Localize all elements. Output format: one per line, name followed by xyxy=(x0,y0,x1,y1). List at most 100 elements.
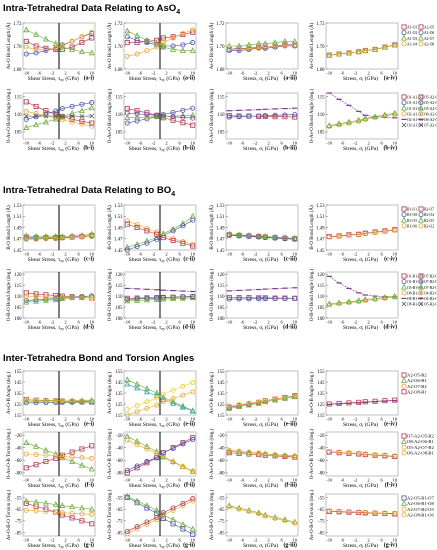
data-point xyxy=(23,51,29,57)
data-point xyxy=(52,115,59,122)
data-point xyxy=(246,508,252,514)
x-tick-label: 10 xyxy=(190,140,195,145)
data-point xyxy=(33,462,39,468)
x-tick-label: 10 xyxy=(392,319,397,324)
data-point xyxy=(346,50,352,56)
x-tick-label: 6 xyxy=(380,416,383,421)
panel-label: (a-i) xyxy=(84,75,94,82)
data-point xyxy=(226,447,232,453)
legend-marker xyxy=(418,94,424,100)
series-line xyxy=(229,114,295,118)
x-tick-label: -2 xyxy=(354,70,359,75)
legend-entry: O2-A1-O3 xyxy=(407,112,423,116)
data-point xyxy=(272,233,279,240)
data-point xyxy=(33,297,39,303)
y-tick-label: -65 xyxy=(116,508,123,513)
data-point xyxy=(143,443,150,449)
series-orange xyxy=(124,27,196,59)
legend-marker xyxy=(401,223,407,229)
y-tick-label: 145 xyxy=(115,381,123,386)
data-point xyxy=(124,218,130,224)
legend-entry: O1-A1-O4 xyxy=(407,107,423,111)
data-point xyxy=(226,42,233,49)
series-line xyxy=(329,510,395,514)
legend-marker xyxy=(418,34,424,41)
x-tick-label: 6 xyxy=(380,319,383,324)
legend-entry: O5-A2-O7-B2 xyxy=(407,445,434,450)
data-point xyxy=(355,297,362,303)
y-tick-label: 125 xyxy=(217,403,225,408)
panel-e-i: 155 145 135 125 115 -10 -6 -2 2 6 10 Shear Stress, … xyxy=(7,370,96,428)
x-tick-label: 10 xyxy=(89,477,94,482)
legend-entry: B2-O2 xyxy=(424,224,434,228)
y-axis-label: As-O-B-O Torsion (deg.) xyxy=(108,489,113,540)
data-point xyxy=(23,497,30,504)
data-point xyxy=(154,236,160,242)
plot-frame xyxy=(325,204,399,251)
legend-marker xyxy=(401,506,407,512)
data-point xyxy=(179,294,186,301)
data-point xyxy=(180,526,186,532)
data-point xyxy=(189,111,196,118)
data-point xyxy=(170,400,177,406)
data-point xyxy=(23,290,29,296)
y-tick-label: 115 xyxy=(217,284,225,289)
x-axis-label: Shear Stress, τxy (GPa) xyxy=(129,324,180,331)
panel-label: (g-iii) xyxy=(283,542,297,549)
data-point xyxy=(134,224,140,230)
data-point xyxy=(189,525,196,532)
series-line xyxy=(127,391,193,416)
data-point xyxy=(134,51,140,57)
data-point xyxy=(326,234,332,240)
data-point xyxy=(154,514,160,520)
series-purple xyxy=(226,287,298,292)
data-point xyxy=(336,508,342,514)
data-point xyxy=(69,503,76,510)
data-point xyxy=(23,465,29,471)
y-tick-label: 1.45 xyxy=(114,249,123,254)
data-point xyxy=(292,112,298,118)
legend-entry: A2-O7-B2-O5 xyxy=(407,507,434,512)
y-tick-label: 1.49 xyxy=(114,226,123,231)
data-point xyxy=(89,398,95,404)
data-point xyxy=(53,236,59,242)
legend-marker xyxy=(401,279,407,285)
x-tick-label: -6 xyxy=(138,70,143,75)
x-tick-label: -2 xyxy=(254,70,259,75)
legend-marker xyxy=(401,34,407,41)
data-point xyxy=(89,35,95,41)
data-point xyxy=(33,294,39,300)
data-point xyxy=(89,455,95,461)
data-point xyxy=(256,399,262,405)
x-tick-label: 10 xyxy=(292,416,297,421)
y-axis-label: As-O-B Angle (deg.) xyxy=(108,372,113,414)
series-line xyxy=(26,296,92,299)
data-point xyxy=(272,114,278,120)
panel-label: (c-i) xyxy=(84,256,94,263)
series-line xyxy=(26,453,92,459)
series-orange xyxy=(23,294,95,301)
panel-c-ii: 1.53 1.51 1.49 1.47 1.45 -10 -6 -2 2 6 10 Shear Str… xyxy=(107,204,197,263)
y-tick-label: 1.53 xyxy=(316,204,325,209)
legend-entry: O6-A2-O8 xyxy=(424,118,437,122)
data-point xyxy=(362,451,368,457)
legend-entry: A2-O7-B2 xyxy=(407,384,427,389)
x-tick-label: -6 xyxy=(37,537,42,542)
data-point xyxy=(153,296,160,302)
data-point xyxy=(52,40,59,46)
data-point xyxy=(291,452,298,459)
data-point xyxy=(124,40,130,46)
data-point xyxy=(59,117,65,123)
y-tick-label: 1.72 xyxy=(13,22,22,27)
x-axis-label: Stress, σi (GPa) xyxy=(243,421,278,428)
series-green xyxy=(124,27,196,53)
legend-marker xyxy=(401,512,407,518)
legend-marker xyxy=(401,444,407,450)
data-point xyxy=(143,385,150,391)
plot-frame xyxy=(225,271,299,319)
x-tick-label: 6 xyxy=(280,70,283,75)
data-point xyxy=(134,409,140,415)
data-point xyxy=(33,397,40,404)
data-point xyxy=(154,295,160,301)
